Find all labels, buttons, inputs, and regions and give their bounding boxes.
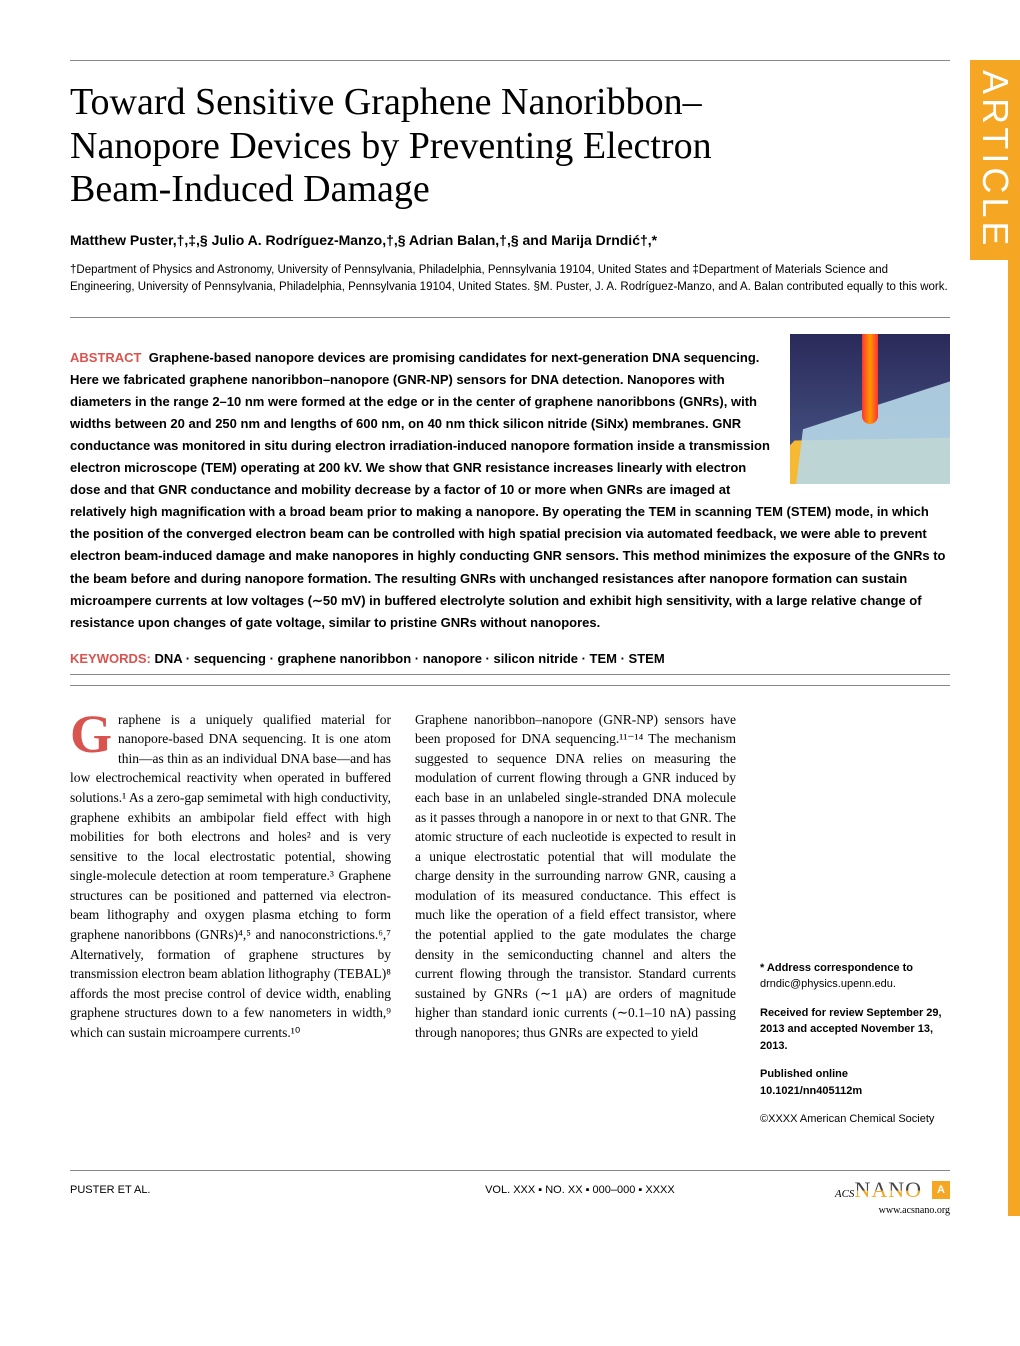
dropcap: G [70,710,118,754]
logo-nano-text: NANO [854,1177,922,1202]
footer-url: www.acsnano.org [70,1205,950,1216]
abstract-label: ABSTRACT [70,350,142,365]
article-title: Toward Sensitive Graphene Nanoribbon–Nan… [70,81,820,212]
footer: PUSTER ET AL. VOL. XXX ▪ NO. XX ▪ 000–00… [70,1170,950,1203]
top-rule [70,60,950,61]
doi-text: 10.1021/nn405112m [760,1085,862,1097]
correspondence-email: drndic@physics.upenn.edu. [760,978,896,990]
article-tab: ARTICLE [970,60,1020,260]
footer-citation: VOL. XXX ▪ NO. XX ▪ 000–000 ▪ XXXX [325,1184,835,1196]
body-columns: Graphene is a uniquely qualified materia… [70,710,950,1140]
right-stripe [1008,260,1020,1216]
col1-text: raphene is a uniquely qualified material… [70,712,391,1040]
footer-authors: PUSTER ET AL. [70,1184,325,1196]
abstract-figure [790,334,950,484]
sidebar: * Address correspondence to drndic@physi… [760,710,950,1140]
footer-right: ACSNANO A [835,1177,950,1203]
correspondence-label: * Address correspondence to [760,962,913,974]
authors-line: Matthew Puster,†,‡,§ Julio A. Rodríguez-… [70,232,950,248]
keywords-text: DNA · sequencing · graphene nanoribbon ·… [155,651,665,666]
body-col-2: Graphene nanoribbon–nanopore (GNR-NP) se… [415,710,736,1140]
page-letter: A [932,1181,950,1199]
abstract-block: ABSTRACT Graphene-based nanopore devices… [70,317,950,686]
body-col-1: Graphene is a uniquely qualified materia… [70,710,391,1140]
affiliations: †Department of Physics and Astronomy, Un… [70,262,950,297]
logo-acsnano: ACSNANO [835,1177,922,1203]
keywords-label: KEYWORDS: [70,651,151,666]
keywords-row: KEYWORDS: DNA · sequencing · graphene na… [70,647,950,675]
article-tab-label: ARTICLE [974,70,1016,249]
copyright-text: ©XXXX American Chemical Society [760,1111,950,1128]
logo-acs-prefix: ACS [835,1188,855,1200]
received-text: Received for review September 29, 2013 a… [760,1007,942,1052]
published-label: Published online [760,1068,848,1080]
figure-electron-beam [862,334,878,424]
